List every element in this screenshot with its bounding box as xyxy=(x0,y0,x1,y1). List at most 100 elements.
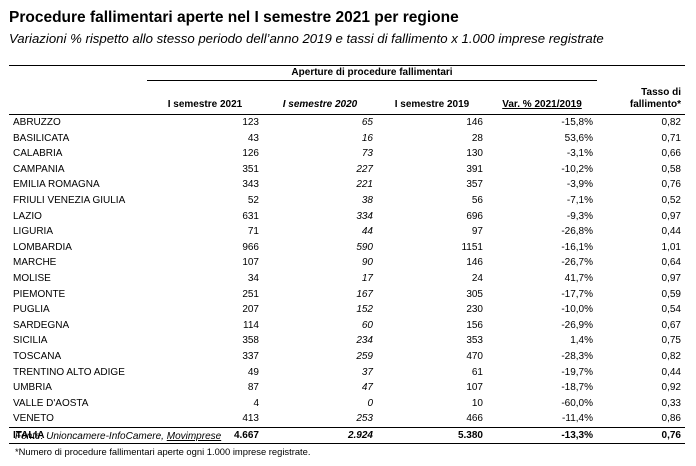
value-2019-cell: 470 xyxy=(466,350,483,362)
value-2020-cell: 38 xyxy=(361,194,373,206)
value-2019-cell: 353 xyxy=(466,335,483,347)
table-row: TRENTINO ALTO ADIGE 49 37 61 -19,7% 0,44 xyxy=(9,365,685,381)
total-value-2021-cell: 4.667 xyxy=(147,426,263,445)
var-cell: 53,6% xyxy=(564,132,593,144)
value-2019-cell: 305 xyxy=(466,288,483,300)
rate-cell: 0,71 xyxy=(661,132,681,144)
table-row: SICILIA 358 234 353 1,4% 0,75 xyxy=(9,333,685,349)
value-2021-cell: 43 xyxy=(247,132,259,144)
column-header-row: I semestre 2021 I semestre 2020 I semest… xyxy=(9,80,685,115)
value-2020-cell: 234 xyxy=(356,335,373,347)
total-var-cell: -13,3% xyxy=(487,426,597,445)
value-2020-cell: 0 xyxy=(367,397,373,409)
group-header: Aperture di procedure fallimentari xyxy=(147,66,597,81)
table-row: MOLISE 34 17 24 41,7% 0,97 xyxy=(9,271,685,287)
rate-cell: 0,64 xyxy=(661,257,681,269)
region-cell: BASILICATA xyxy=(13,132,70,144)
value-2019-cell: 28 xyxy=(471,132,483,144)
value-2020-cell: 17 xyxy=(361,272,373,284)
rate-cell: 0,58 xyxy=(661,163,681,175)
rate-cell: 0,82 xyxy=(661,117,681,128)
var-cell: -17,7% xyxy=(561,288,593,300)
table-row: TOSCANA 337 259 470 -28,3% 0,82 xyxy=(9,349,685,365)
value-2021-cell: 87 xyxy=(247,382,259,394)
rate-cell: 0,92 xyxy=(661,382,681,394)
source-link[interactable]: Movimprese xyxy=(166,431,222,442)
table-row: CALABRIA 126 73 130 -3,1% 0,66 xyxy=(9,146,685,162)
value-2020-cell: 334 xyxy=(356,210,373,222)
value-2021-cell: 631 xyxy=(242,210,259,222)
region-cell: CALABRIA xyxy=(13,148,63,160)
group-header-row: Aperture di procedure fallimentari xyxy=(9,66,685,81)
rate-cell: 0,52 xyxy=(661,194,681,206)
var-cell: -26,8% xyxy=(561,226,593,238)
value-2021-cell: 71 xyxy=(247,226,259,238)
region-cell: FRIULI VENEZIA GIULIA xyxy=(13,194,126,206)
table-body: ABRUZZO 123 65 146 -15,8% 0,82 BASILICATA 43 16 2… xyxy=(9,115,685,445)
top-rule xyxy=(9,65,685,66)
region-cell: LIGURIA xyxy=(13,226,54,238)
value-2021-cell: 351 xyxy=(242,163,259,175)
value-2019-cell: 230 xyxy=(466,304,483,316)
value-2021-cell: 343 xyxy=(242,179,259,191)
table-row: VALLE D'AOSTA 4 0 10 -60,0% 0,33 xyxy=(9,396,685,412)
value-2020-cell: 60 xyxy=(361,319,373,331)
var-cell: -18,7% xyxy=(561,382,593,394)
value-2019-cell: 156 xyxy=(466,319,483,331)
value-2020-cell: 37 xyxy=(361,366,373,378)
value-2019-cell: 146 xyxy=(466,257,483,269)
rate-cell: 0,33 xyxy=(661,397,681,409)
rate-cell: 0,44 xyxy=(661,226,681,238)
var-cell: -15,8% xyxy=(561,117,593,128)
source-note: Fonte: Unioncamere-InfoCamere, Movimpres… xyxy=(15,431,222,442)
col-header-var: Var. % 2021/2019 xyxy=(487,80,597,115)
var-cell: 1,4% xyxy=(570,335,593,347)
table-row: VENETO 413 253 466 -11,4% 0,86 xyxy=(9,411,685,427)
var-cell: -10,0% xyxy=(561,304,593,316)
table-row: UMBRIA 87 47 107 -18,7% 0,92 xyxy=(9,380,685,396)
region-cell: VALLE D'AOSTA xyxy=(13,397,89,409)
value-2019-cell: 696 xyxy=(466,210,483,222)
value-2020-cell: 73 xyxy=(361,148,373,160)
rate-cell: 0,75 xyxy=(661,335,681,347)
value-2020-cell: 44 xyxy=(361,226,373,238)
region-cell: EMILIA ROMAGNA xyxy=(13,179,100,191)
var-cell: -3,1% xyxy=(566,148,593,160)
table-row: BASILICATA 43 16 28 53,6% 0,71 xyxy=(9,131,685,147)
var-cell: -3,9% xyxy=(566,179,593,191)
value-2020-cell: 590 xyxy=(356,241,373,253)
table-row: SARDEGNA 114 60 156 -26,9% 0,67 xyxy=(9,318,685,334)
table-row: EMILIA ROMAGNA 343 221 357 -3,9% 0,76 xyxy=(9,177,685,193)
value-2020-cell: 227 xyxy=(356,163,373,175)
region-cell: UMBRIA xyxy=(13,382,52,394)
value-2020-cell: 65 xyxy=(361,117,373,128)
value-2020-cell: 253 xyxy=(356,413,373,425)
rate-cell: 0,82 xyxy=(661,350,681,362)
col-header-2021: I semestre 2021 xyxy=(147,80,263,115)
region-cell: CAMPANIA xyxy=(13,163,65,175)
value-2021-cell: 34 xyxy=(247,272,259,284)
rate-cell: 0,97 xyxy=(661,272,681,284)
var-cell: -19,7% xyxy=(561,366,593,378)
rate-cell: 0,86 xyxy=(661,413,681,425)
value-2019-cell: 61 xyxy=(471,366,483,378)
value-2019-cell: 10 xyxy=(471,397,483,409)
page-title: Procedure fallimentari aperte nel I seme… xyxy=(9,9,459,26)
value-2019-cell: 24 xyxy=(471,272,483,284)
value-2019-cell: 107 xyxy=(466,382,483,394)
table-row: LOMBARDIA 966 590 1151 -16,1% 1,01 xyxy=(9,240,685,256)
region-cell: SARDEGNA xyxy=(13,319,70,331)
page-subtitle: Variazioni % rispetto allo stesso period… xyxy=(9,31,604,46)
var-cell: -60,0% xyxy=(561,397,593,409)
var-cell: -28,3% xyxy=(561,350,593,362)
value-2020-cell: 90 xyxy=(361,257,373,269)
table-row: ABRUZZO 123 65 146 -15,8% 0,82 xyxy=(9,115,685,131)
value-2021-cell: 207 xyxy=(242,304,259,316)
rate-cell: 0,54 xyxy=(661,304,681,316)
rate-cell: 0,76 xyxy=(661,179,681,191)
footnote: *Numero di procedure fallimentari aperte… xyxy=(15,446,311,457)
value-2021-cell: 107 xyxy=(242,257,259,269)
total-region-cell: ITALIA xyxy=(9,426,147,445)
region-cell: PIEMONTE xyxy=(13,288,66,300)
value-2020-cell: 152 xyxy=(356,304,373,316)
